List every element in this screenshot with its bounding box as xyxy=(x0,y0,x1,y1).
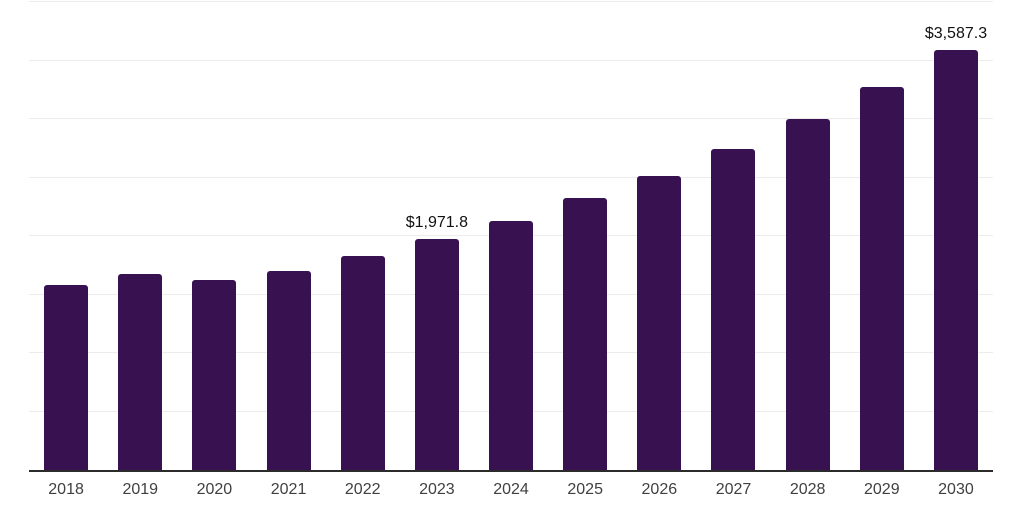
bar-band xyxy=(326,2,400,470)
x-axis-label: 2027 xyxy=(715,481,752,498)
x-axis-label: 2020 xyxy=(196,481,233,498)
x-axis-label: 2028 xyxy=(789,481,826,498)
bar xyxy=(192,279,237,470)
bar xyxy=(637,175,682,470)
bar xyxy=(266,271,311,470)
bars-container: $1,971.8 $3,587.3 xyxy=(29,2,993,470)
bar xyxy=(785,119,830,470)
x-axis-labels: 2018 2019 2020 2021 2022 2023 2024 2025 2026 2027… xyxy=(29,481,993,499)
gridline xyxy=(29,1,993,2)
bar xyxy=(563,197,608,470)
bar xyxy=(340,255,385,470)
x-axis-label: 2018 xyxy=(48,481,84,498)
bar-band xyxy=(103,2,177,470)
bar xyxy=(489,220,534,470)
bar-band xyxy=(548,2,622,470)
x-axis-label: 2019 xyxy=(122,481,159,498)
bar-band xyxy=(29,2,103,470)
x-axis-label: 2023 xyxy=(419,481,455,498)
bar-band xyxy=(177,2,251,470)
bar-band xyxy=(622,2,696,470)
x-axis-label: 2024 xyxy=(493,481,529,498)
bar xyxy=(118,274,163,470)
x-axis-label: 2025 xyxy=(567,481,603,498)
bar xyxy=(859,86,904,470)
bar xyxy=(44,284,89,470)
bar xyxy=(414,239,459,470)
bar-band: $1,971.8 xyxy=(400,2,474,470)
x-axis-label: 2029 xyxy=(864,481,900,498)
x-axis-line xyxy=(29,470,993,472)
x-axis-label: 2026 xyxy=(641,481,678,498)
bar-band xyxy=(771,2,845,470)
gridline xyxy=(29,118,993,119)
gridline xyxy=(29,59,993,61)
bar-value-label: $3,587.3 xyxy=(924,25,988,43)
bar-band xyxy=(251,2,325,470)
bar-band xyxy=(474,2,548,470)
plot-area: $1,971.8 $3,587.3 xyxy=(29,1,993,472)
x-axis-label: 2021 xyxy=(270,481,307,498)
bar-band xyxy=(696,2,770,470)
x-axis-label: 2030 xyxy=(938,481,974,498)
gridline xyxy=(29,176,993,178)
bar-band xyxy=(845,2,919,470)
bar xyxy=(933,50,978,470)
x-axis-label: 2022 xyxy=(344,481,381,498)
bar-value-label: $1,971.8 xyxy=(405,214,468,232)
bar-band: $3,587.3 xyxy=(919,2,993,470)
bar xyxy=(711,148,756,470)
